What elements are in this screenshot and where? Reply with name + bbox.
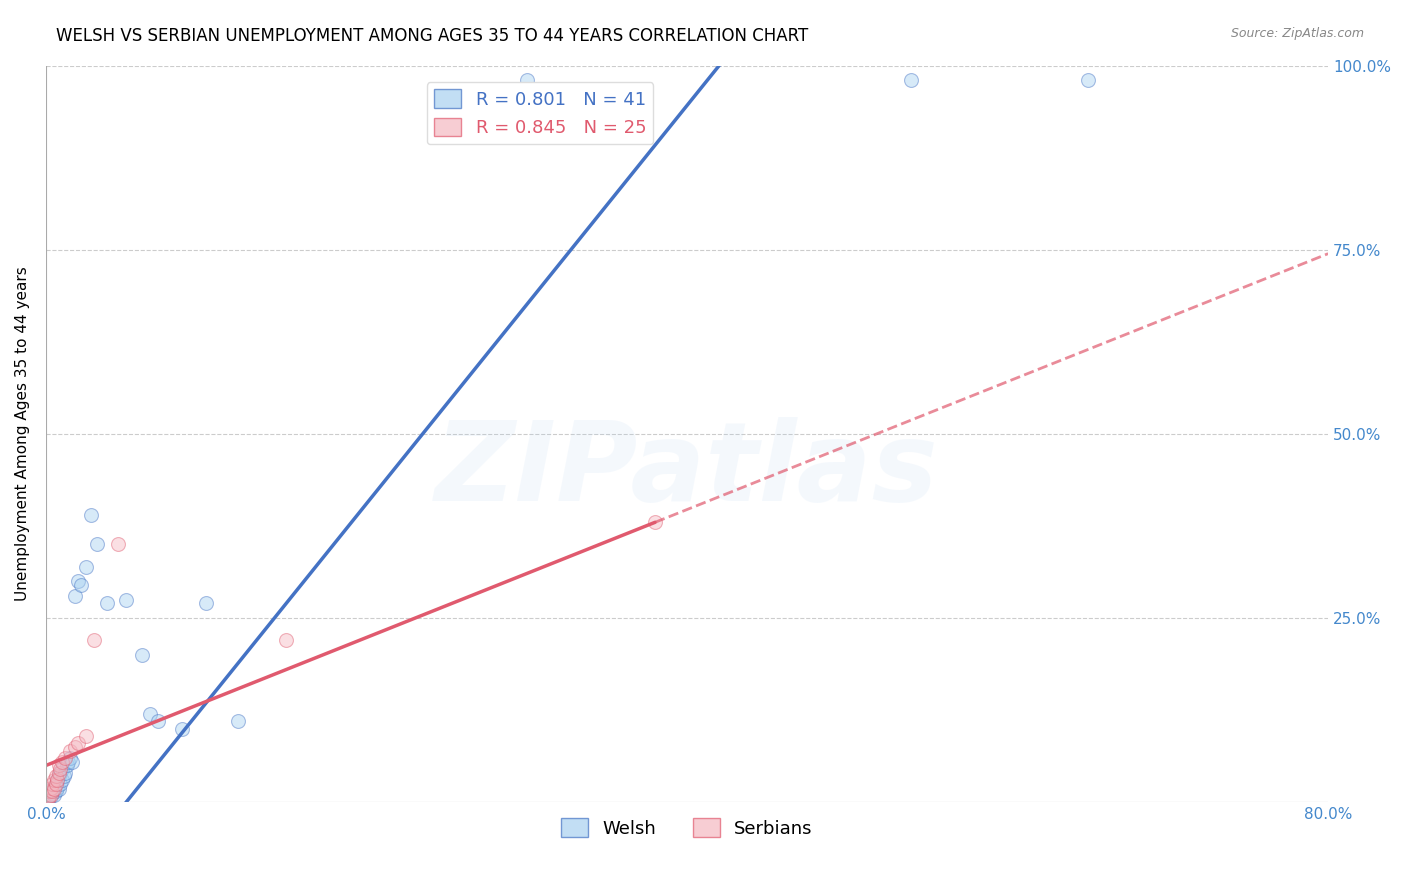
Point [131,648,153,662]
Point [900,73,922,87]
Point [42,780,65,795]
Point [516,73,538,87]
Point [42,773,65,788]
Point [49,777,72,791]
Point [38,788,60,802]
Point [41,782,63,797]
Point [66,574,89,589]
Point [48,769,70,783]
Point [195,596,218,610]
Point [58,755,80,769]
Point [51,762,73,776]
Y-axis label: Unemployment Among Ages 35 to 44 years: Unemployment Among Ages 35 to 44 years [15,267,30,601]
Text: ZIPatlas: ZIPatlas [436,417,939,524]
Point [60,755,83,769]
Point [46,780,69,795]
Point [41,786,63,800]
Point [53,765,76,780]
Point [45,769,67,783]
Point [46,773,69,788]
Point [42,782,65,797]
Point [96,596,118,610]
Point [80,508,103,522]
Point [39,780,62,795]
Point [75,729,97,743]
Point [86,537,108,551]
Point [644,516,666,530]
Point [59,744,82,758]
Point [39,788,62,802]
Point [39,784,62,798]
Point [226,714,249,729]
Point [276,633,298,648]
Point [45,777,67,791]
Point [53,751,76,765]
Point [48,765,70,780]
Point [107,537,129,551]
Point [46,773,69,788]
Point [146,714,169,729]
Point [1077,73,1099,87]
Point [39,789,62,804]
Point [48,782,70,797]
Point [49,765,72,780]
Point [115,592,138,607]
Point [172,722,194,736]
Point [52,769,75,783]
Point [45,777,67,791]
Point [45,784,67,798]
Point [139,706,162,721]
Point [37,791,59,805]
Point [56,758,79,772]
Point [70,578,93,592]
Point [51,773,73,788]
Point [48,758,70,772]
Point [75,559,97,574]
Point [41,777,63,791]
Point [83,633,105,648]
Point [66,736,89,750]
Text: Source: ZipAtlas.com: Source: ZipAtlas.com [1230,27,1364,40]
Point [49,762,72,776]
Point [42,788,65,802]
Point [63,739,86,754]
Point [38,789,60,804]
Point [37,791,59,805]
Point [41,784,63,798]
Point [59,751,82,765]
Text: WELSH VS SERBIAN UNEMPLOYMENT AMONG AGES 35 TO 44 YEARS CORRELATION CHART: WELSH VS SERBIAN UNEMPLOYMENT AMONG AGES… [56,27,808,45]
Point [51,755,73,769]
Point [38,784,60,798]
Legend: Welsh, Serbians: Welsh, Serbians [554,811,820,845]
Point [63,589,86,603]
